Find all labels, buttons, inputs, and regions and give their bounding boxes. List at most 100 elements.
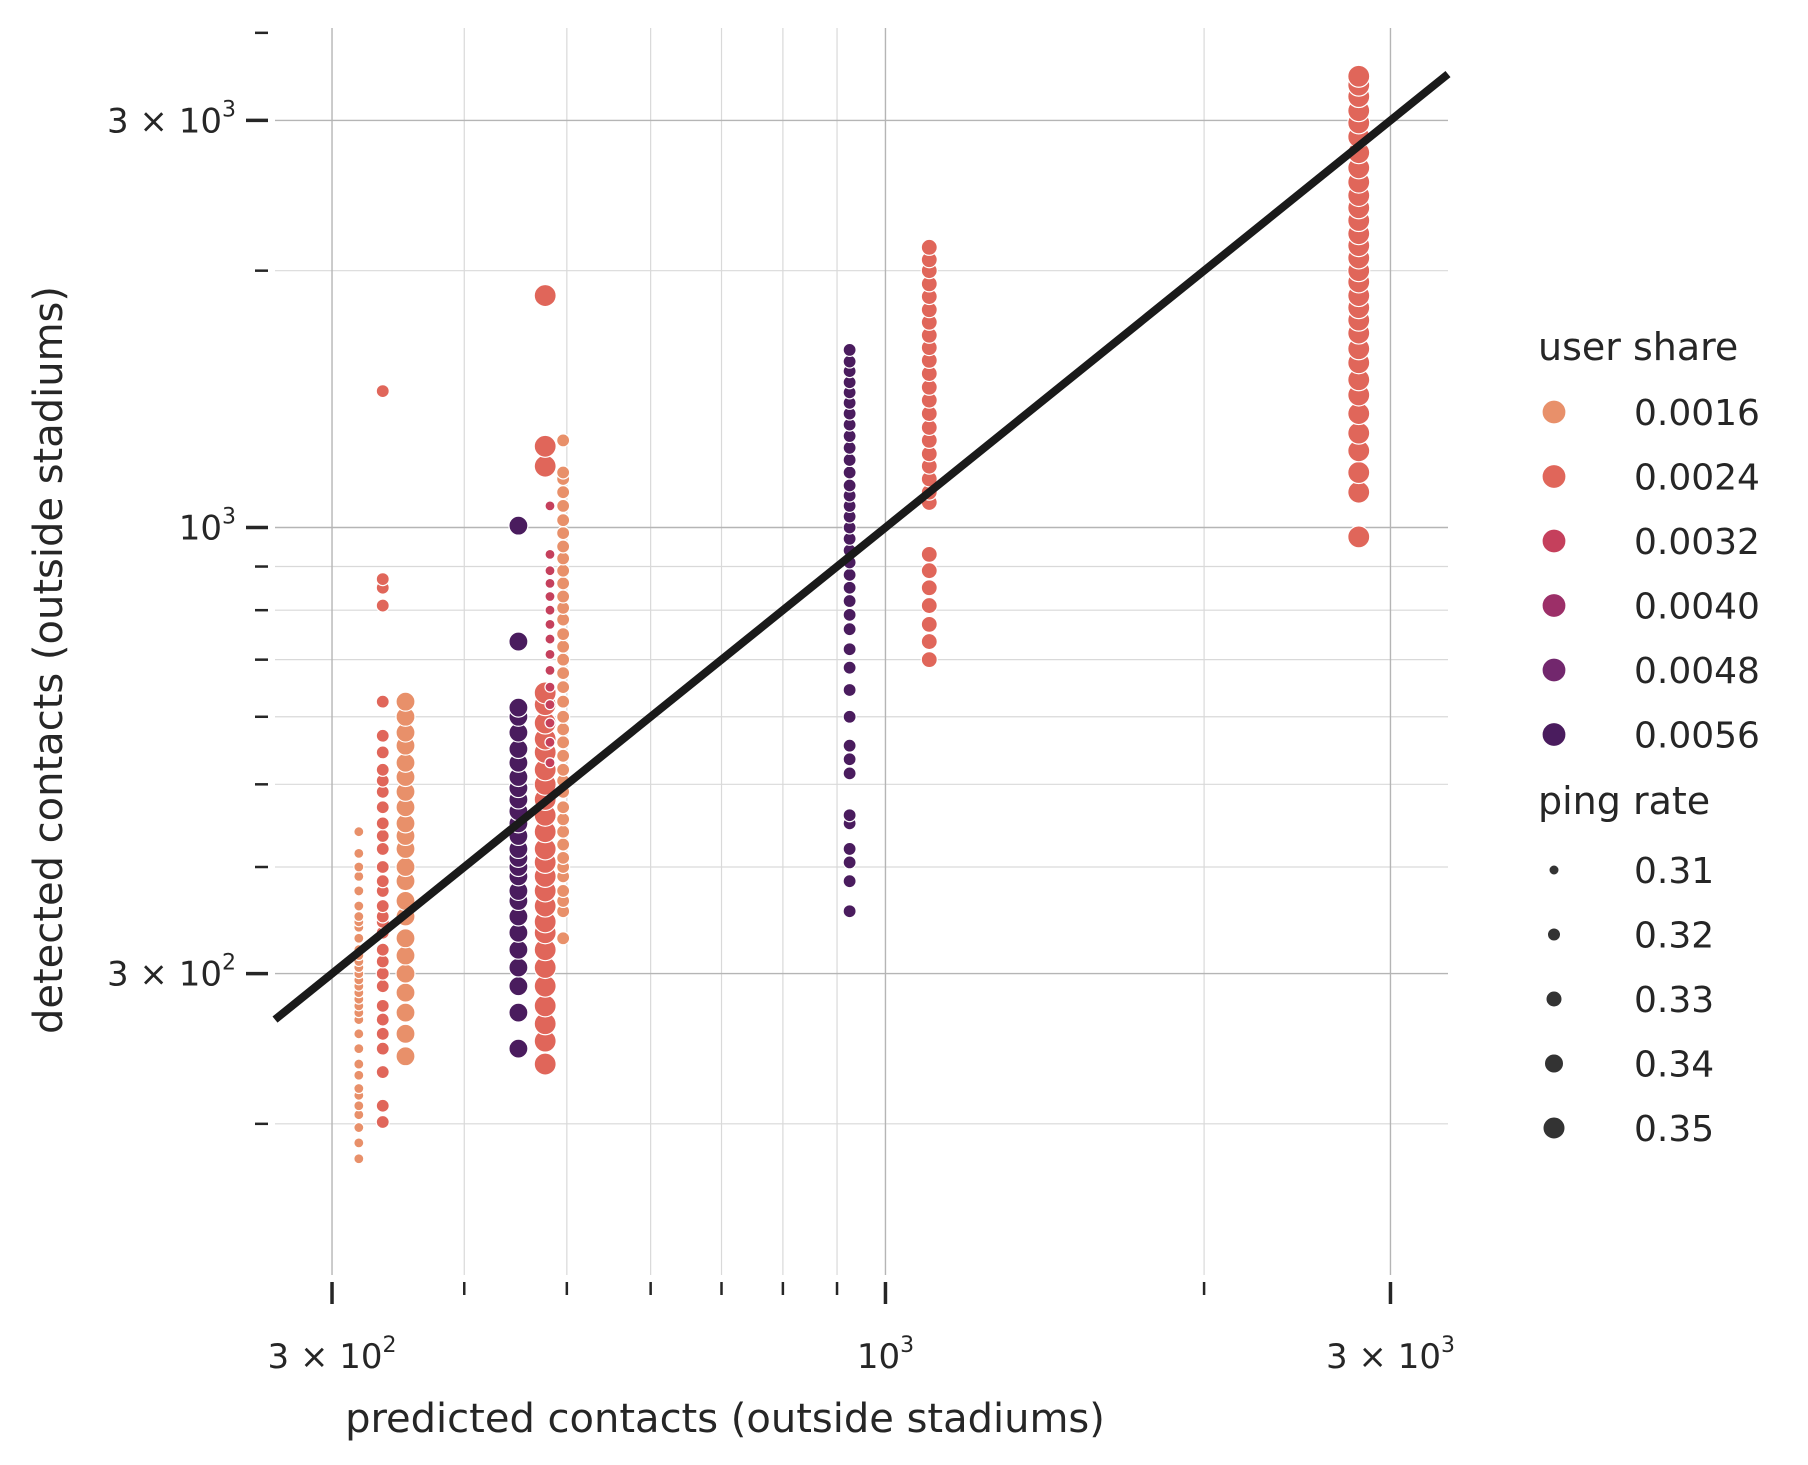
data-point bbox=[395, 691, 416, 712]
data-point bbox=[556, 539, 571, 554]
y-axis-label: detected contacts (outside stadiums) bbox=[26, 286, 72, 1034]
data-point bbox=[556, 722, 571, 737]
data-point bbox=[375, 979, 390, 994]
data-point bbox=[556, 735, 571, 750]
data-point bbox=[556, 639, 571, 654]
data-point bbox=[842, 622, 857, 637]
data-point bbox=[556, 626, 571, 642]
legend-color-label: 0.0056 bbox=[1634, 716, 1760, 757]
data-point bbox=[508, 697, 529, 718]
data-point bbox=[842, 465, 857, 480]
data-point bbox=[395, 856, 416, 878]
data-point bbox=[556, 525, 571, 541]
data-point bbox=[1347, 421, 1371, 445]
data-point bbox=[544, 604, 556, 616]
legend-color-label: 0.0040 bbox=[1634, 587, 1760, 628]
data-point bbox=[375, 384, 390, 399]
data-point bbox=[375, 762, 390, 777]
data-point bbox=[375, 942, 390, 957]
legend-color-marker bbox=[1541, 721, 1567, 748]
data-point bbox=[395, 928, 416, 949]
data-point bbox=[556, 824, 571, 839]
data-point bbox=[508, 939, 529, 960]
data-point bbox=[556, 551, 571, 566]
data-point bbox=[353, 1121, 365, 1134]
tick-label: 3 × 103 bbox=[1326, 1333, 1455, 1377]
legend-color-marker bbox=[1541, 528, 1567, 554]
data-point bbox=[353, 861, 365, 873]
data-point bbox=[375, 1012, 390, 1027]
data-point bbox=[395, 1002, 416, 1023]
data-point bbox=[1347, 480, 1371, 504]
data-point bbox=[533, 434, 557, 458]
data-point bbox=[375, 998, 390, 1013]
legend-size-marker bbox=[1544, 1053, 1564, 1074]
data-point bbox=[375, 571, 390, 587]
data-point bbox=[375, 1098, 390, 1113]
data-point bbox=[353, 1043, 365, 1055]
data-point bbox=[395, 945, 416, 966]
data-point bbox=[353, 847, 365, 859]
data-point bbox=[842, 452, 857, 468]
legend-color-label: 0.0032 bbox=[1634, 522, 1760, 563]
data-point bbox=[920, 579, 938, 597]
data-point bbox=[920, 545, 938, 563]
data-point bbox=[556, 652, 571, 667]
tick-label: 3 × 103 bbox=[107, 97, 236, 141]
legend-color-marker bbox=[1541, 657, 1567, 683]
data-point bbox=[395, 982, 416, 1003]
data-point bbox=[544, 500, 556, 512]
data-point bbox=[920, 651, 938, 669]
data-point bbox=[920, 615, 938, 633]
data-point bbox=[842, 660, 857, 675]
data-point bbox=[508, 515, 529, 536]
data-point bbox=[842, 709, 857, 724]
data-point bbox=[1347, 460, 1371, 485]
data-point bbox=[544, 590, 556, 603]
data-point bbox=[556, 800, 571, 815]
legend-color-label: 0.0024 bbox=[1634, 458, 1760, 499]
data-point bbox=[353, 900, 365, 912]
data-point bbox=[375, 816, 390, 831]
data-point bbox=[556, 433, 571, 448]
data-point bbox=[375, 598, 390, 613]
data-point bbox=[353, 870, 365, 882]
data-point bbox=[842, 440, 857, 455]
data-point bbox=[395, 752, 416, 773]
legend-size-label: 0.32 bbox=[1634, 916, 1714, 957]
tick-label: 103 bbox=[857, 1333, 914, 1377]
data-point bbox=[544, 548, 556, 560]
legend-color-marker bbox=[1541, 463, 1567, 490]
data-point bbox=[508, 1038, 529, 1059]
data-point bbox=[395, 963, 416, 984]
legend-size-label: 0.34 bbox=[1634, 1045, 1714, 1086]
data-point bbox=[544, 699, 556, 711]
data-point bbox=[375, 841, 390, 857]
legend-color-marker bbox=[1541, 399, 1567, 425]
data-point bbox=[556, 709, 571, 724]
data-point bbox=[353, 1100, 365, 1112]
data-point bbox=[842, 354, 857, 369]
data-point bbox=[544, 648, 556, 660]
data-point bbox=[556, 465, 571, 480]
data-point bbox=[556, 589, 571, 604]
data-point bbox=[842, 752, 857, 767]
data-point bbox=[556, 485, 571, 500]
data-point bbox=[353, 1082, 365, 1095]
legend-size-marker bbox=[1545, 990, 1563, 1008]
data-point bbox=[920, 596, 938, 615]
data-point bbox=[353, 1137, 365, 1149]
data-point bbox=[556, 612, 571, 627]
tick-label: 3 × 102 bbox=[268, 1333, 397, 1377]
data-point bbox=[544, 664, 556, 676]
data-point bbox=[395, 1046, 416, 1067]
data-point bbox=[533, 994, 557, 1018]
grid bbox=[275, 28, 1448, 1275]
axis-ticks: 3 × 102 103 3 × 103 3 × 102 103 3 × 103 bbox=[107, 31, 1455, 1377]
data-points bbox=[353, 64, 1371, 1165]
legend-size-label: 0.35 bbox=[1634, 1109, 1714, 1150]
data-point bbox=[375, 1114, 390, 1130]
data-point bbox=[375, 800, 390, 815]
data-point bbox=[375, 745, 390, 760]
data-point bbox=[842, 478, 857, 493]
